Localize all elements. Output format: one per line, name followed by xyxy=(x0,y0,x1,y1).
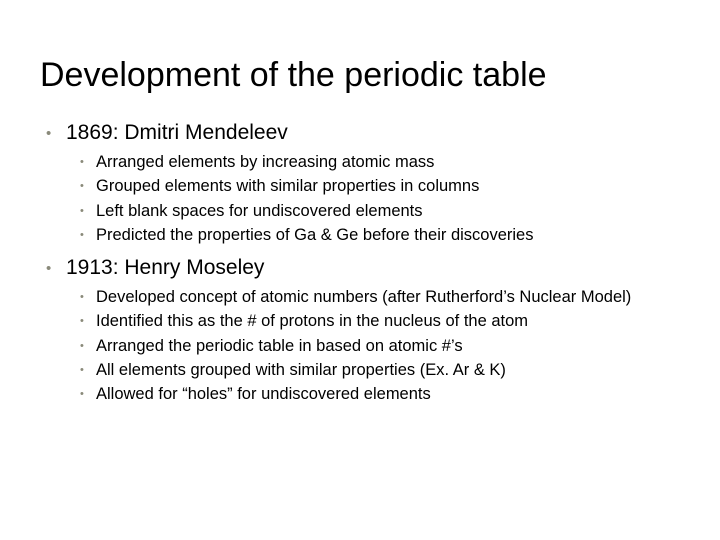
slide: Development of the periodic table 1869: … xyxy=(0,0,720,540)
l2-item: Allowed for “holes” for undiscovered ele… xyxy=(66,383,680,405)
l2-item: Grouped elements with similar properties… xyxy=(66,175,680,197)
l2-item: Developed concept of atomic numbers (aft… xyxy=(66,286,680,308)
l1-label: 1913: Henry Moseley xyxy=(66,256,264,279)
l2-item: Predicted the properties of Ga & Ge befo… xyxy=(66,224,680,246)
l2-item: All elements grouped with similar proper… xyxy=(66,359,680,381)
l1-item: 1913: Henry Moseley Developed concept of… xyxy=(40,256,680,405)
bullet-list-level2: Developed concept of atomic numbers (aft… xyxy=(66,286,680,405)
l1-label: 1869: Dmitri Mendeleev xyxy=(66,121,288,144)
bullet-list-level1: 1869: Dmitri Mendeleev Arranged elements… xyxy=(40,121,680,405)
l2-item: Identified this as the # of protons in t… xyxy=(66,310,680,332)
l2-item: Arranged the periodic table in based on … xyxy=(66,335,680,357)
bullet-list-level2: Arranged elements by increasing atomic m… xyxy=(66,151,680,246)
l1-item: 1869: Dmitri Mendeleev Arranged elements… xyxy=(40,121,680,246)
l2-item: Left blank spaces for undiscovered eleme… xyxy=(66,200,680,222)
l2-item: Arranged elements by increasing atomic m… xyxy=(66,151,680,173)
slide-title: Development of the periodic table xyxy=(40,56,680,95)
